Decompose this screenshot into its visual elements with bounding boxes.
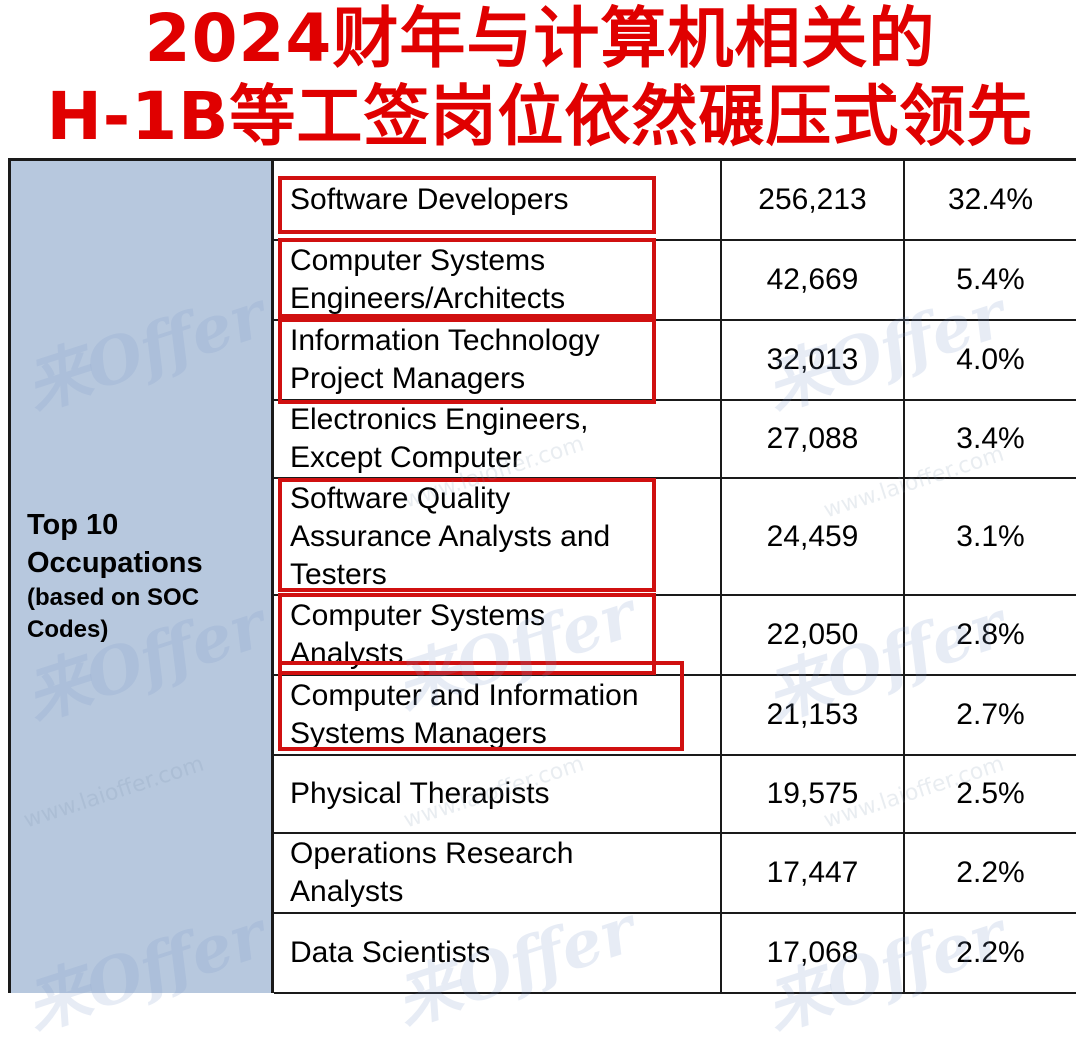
side-header-main: Top 10 Occupations [27, 509, 203, 579]
occupation-text: Engineers/Architects [290, 282, 566, 315]
occupation-text: Software Developers [290, 183, 569, 216]
occupation-text: Data Scientists [290, 936, 491, 969]
occupation-text: Analysts [290, 637, 404, 670]
table-grid: Software Developers 256,213 32.4% Comput… [271, 158, 1076, 994]
table-row: Software Quality Assurance Analysts and … [274, 479, 1076, 596]
headline: 2024财年与计算机相关的 H-1B等工签岗位依然碾压式领先 [0, 0, 1080, 160]
occupations-table: Top 10 Occupations (based on SOC Codes) … [8, 158, 1076, 994]
table-row: Computer Systems Engineers/Architects 42… [274, 241, 1076, 321]
occupation-cell: Electronics Engineers, Except Computer [274, 401, 720, 477]
count-cell: 19,575 [720, 756, 903, 832]
occupation-cell: Physical Therapists [274, 756, 720, 832]
count-cell: 42,669 [720, 241, 903, 319]
percent-cell: 2.7% [903, 676, 1076, 754]
percent-cell: 2.2% [903, 834, 1076, 912]
side-header-label: Top 10 Occupations (based on SOC Codes) [27, 506, 267, 646]
occupation-cell: Data Scientists [274, 914, 720, 992]
occupation-text: Except Computer [290, 441, 522, 474]
table-row: Operations Research Analysts 17,447 2.2% [274, 834, 1076, 914]
occupation-text: Assurance Analysts and [290, 519, 611, 553]
count-cell: 27,088 [720, 401, 903, 477]
count-cell: 24,459 [720, 479, 903, 594]
count-cell: 32,013 [720, 321, 903, 399]
side-header-sub: (based on SOC Codes) [27, 584, 200, 643]
occupation-text: Operations Research [290, 837, 574, 870]
table-row: Information Technology Project Managers … [274, 321, 1076, 401]
occupation-text: Information Technology [290, 324, 600, 357]
count-cell: 22,050 [720, 596, 903, 674]
occupation-text: Physical Therapists [290, 777, 550, 810]
count-cell: 21,153 [720, 676, 903, 754]
table-row: Data Scientists 17,068 2.2% [274, 914, 1076, 994]
occupation-cell: Software Quality Assurance Analysts and … [274, 479, 720, 594]
occupation-text: Systems Managers [290, 717, 547, 750]
percent-cell: 3.1% [903, 479, 1076, 594]
table-row: Computer and Information Systems Manager… [274, 676, 1076, 756]
percent-cell: 5.4% [903, 241, 1076, 319]
occupation-text: Software Quality [290, 481, 511, 515]
percent-cell: 4.0% [903, 321, 1076, 399]
occupation-cell: Information Technology Project Managers [274, 321, 720, 399]
table-row: Physical Therapists 19,575 2.5% [274, 756, 1076, 834]
percent-cell: 2.8% [903, 596, 1076, 674]
count-cell: 256,213 [720, 161, 903, 239]
percent-cell: 3.4% [903, 401, 1076, 477]
occupation-text: Computer Systems [290, 599, 546, 632]
side-header-cell: Top 10 Occupations (based on SOC Codes) [8, 158, 271, 993]
headline-line-1: 2024财年与计算机相关的 [144, 0, 936, 77]
occupation-text: Analysts [290, 875, 404, 908]
occupation-cell: Computer Systems Engineers/Architects [274, 241, 720, 319]
percent-cell: 2.2% [903, 914, 1076, 992]
count-cell: 17,068 [720, 914, 903, 992]
occupation-text: Computer Systems [290, 244, 546, 277]
table-row: Computer Systems Analysts 22,050 2.8% [274, 596, 1076, 676]
occupation-cell: Software Developers [274, 161, 720, 239]
occupation-cell: Operations Research Analysts [274, 834, 720, 912]
headline-line-2: H-1B等工签岗位依然碾压式领先 [46, 78, 1034, 155]
occupation-text: Electronics Engineers, [290, 403, 589, 436]
table-row: Electronics Engineers, Except Computer 2… [274, 401, 1076, 479]
count-cell: 17,447 [720, 834, 903, 912]
table-row: Software Developers 256,213 32.4% [274, 161, 1076, 241]
occupation-cell: Computer Systems Analysts [274, 596, 720, 674]
occupation-text: Testers [290, 557, 387, 591]
occupation-cell: Computer and Information Systems Manager… [274, 676, 720, 754]
percent-cell: 2.5% [903, 756, 1076, 832]
occupation-text: Computer and Information [290, 679, 639, 712]
occupation-text: Project Managers [290, 362, 526, 395]
percent-cell: 32.4% [903, 161, 1076, 239]
